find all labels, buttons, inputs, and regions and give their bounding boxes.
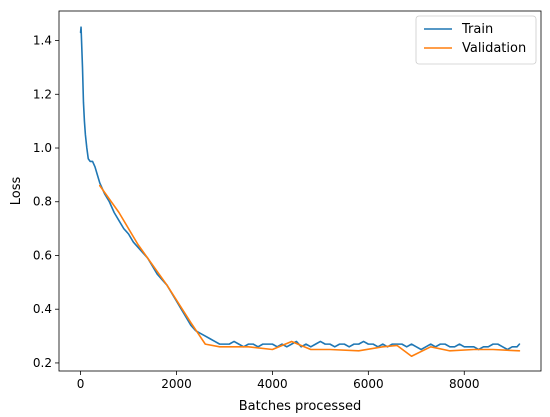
x-axis-ticks: 0 2000 4000 6000 8000: [77, 371, 480, 391]
y-tick-label: 1.4: [33, 34, 52, 48]
y-tick-label: 0.4: [33, 302, 52, 316]
y-tick-label: 1.2: [33, 87, 52, 101]
y-tick-label: 0.8: [33, 195, 52, 209]
legend: Train Validation: [415, 15, 537, 65]
legend-box: [415, 15, 537, 65]
series-line-validation: [98, 184, 521, 358]
y-tick-label: 0.2: [33, 356, 52, 370]
plot-area-frame: [58, 10, 542, 372]
y-tick-label: 1.0: [33, 141, 52, 155]
x-axis-label: Batches processed: [239, 399, 361, 414]
y-axis-label: Loss: [9, 177, 24, 206]
legend-label-validation: Validation: [462, 41, 526, 56]
series-layer: [79, 26, 521, 358]
x-tick-label: 0: [77, 377, 85, 391]
x-tick-label: 6000: [353, 377, 384, 391]
x-tick-label: 8000: [449, 377, 480, 391]
x-tick-label: 2000: [161, 377, 192, 391]
x-tick-label: 4000: [257, 377, 288, 391]
legend-label-train: Train: [461, 22, 493, 37]
y-axis-ticks: 0.2 0.4 0.6 0.8 1.0 1.2 1.4: [33, 34, 59, 370]
y-tick-label: 0.6: [33, 248, 52, 262]
